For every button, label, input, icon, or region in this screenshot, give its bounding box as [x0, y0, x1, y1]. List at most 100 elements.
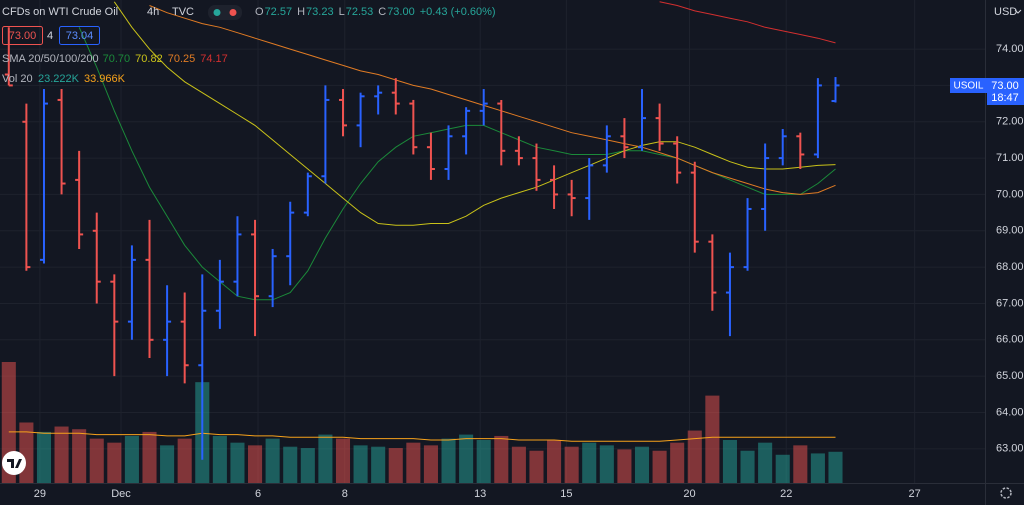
symbol: CFDs on WTI Crude Oil: [2, 6, 118, 18]
volume-bar: [652, 450, 667, 483]
vol-ma-value: 33.966K: [84, 73, 126, 85]
spread: 4: [47, 30, 53, 42]
ohlc-label: H: [297, 6, 305, 18]
x-tick-label: 13: [474, 488, 486, 500]
vol-value: 23.222K: [38, 73, 80, 85]
volume-bar: [459, 434, 474, 483]
y-tick-label: 74.00: [996, 43, 1024, 55]
volume-bar: [599, 445, 614, 483]
interval: 4h: [147, 6, 159, 18]
ohlc-legend: O 72.57 H 73.23 L 72.53 C 73.00 +0.43 (+0.60%): [255, 6, 496, 18]
status-icons[interactable]: [208, 5, 242, 20]
volume-bar: [758, 442, 773, 483]
y-tick-label: 65.00: [996, 370, 1024, 382]
ohlc-label: L: [339, 6, 345, 18]
volume-bar: [529, 450, 544, 483]
volume-bar: [582, 442, 597, 483]
x-tick-label: 29: [34, 488, 46, 500]
volume-bar: [283, 446, 298, 483]
countdown: 18:47: [991, 92, 1019, 104]
y-tick-label: 70.00: [996, 188, 1024, 200]
volume-bar: [72, 429, 87, 483]
change: +0.43 (+0.60%): [420, 6, 496, 18]
grid: [0, 0, 985, 483]
volume-bar: [36, 431, 52, 483]
volume-pane: [1, 362, 843, 483]
volume-bar: [722, 439, 737, 483]
volume-bar: [423, 445, 438, 483]
ohlc-value: 73.00: [387, 6, 415, 18]
currency[interactable]: USD: [994, 6, 1017, 18]
volume-bar: [617, 449, 632, 483]
sma-value: 70.25: [168, 53, 196, 65]
sma-value: 74.17: [200, 53, 228, 65]
sma-value: 70.70: [103, 53, 131, 65]
volume-bar: [265, 438, 280, 483]
volume-bar: [124, 435, 139, 483]
volume-bar: [248, 445, 263, 483]
currency-caret: [1014, 9, 1022, 14]
y-tick-label: 67.00: [996, 297, 1024, 309]
volume-bar: [775, 454, 790, 483]
sma-value: 70.82: [135, 53, 163, 65]
vol-label: Vol 20: [2, 73, 33, 85]
x-tick-label: 22: [780, 488, 792, 500]
volume-bar: [634, 446, 650, 483]
buy-price: 73.04: [66, 30, 94, 42]
y-tick-label: 71.00: [996, 152, 1024, 164]
y-tick-label: 66.00: [996, 334, 1024, 346]
y-tick-label: 64.00: [996, 406, 1024, 418]
volume-bar: [476, 439, 491, 483]
x-tick-label: 27: [909, 488, 921, 500]
volume-bar: [740, 450, 755, 483]
volume-bar: [828, 451, 843, 483]
y-tick-label: 69.00: [996, 225, 1024, 237]
volume-bar: [300, 448, 315, 483]
volume-bar: [353, 445, 368, 483]
volume-bar: [705, 395, 720, 483]
volume-bar: [230, 442, 245, 483]
sell-button[interactable]: [2, 26, 43, 45]
sma-label: SMA 20/50/100/200: [2, 53, 99, 65]
status-dot: [229, 9, 237, 16]
ohlc-label: O: [255, 6, 264, 18]
x-tick-label: 15: [560, 488, 572, 500]
sma-legend: 70.70 70.82 70.25 74.17: [103, 53, 228, 65]
volume-bar: [177, 438, 192, 483]
volume-bar: [212, 435, 227, 483]
ticker-tag: [950, 78, 987, 93]
volume-bar: [564, 446, 579, 483]
status-dot: [213, 9, 221, 16]
volume-bar: [547, 439, 562, 483]
volume-bar: [388, 448, 403, 483]
sma-line: [659, 1, 836, 44]
sma-lines: [78, 1, 836, 301]
volume-bar: [335, 438, 351, 483]
x-tick-label: 8: [342, 488, 348, 500]
ohlc-value: 72.53: [346, 6, 374, 18]
buy-button[interactable]: [59, 26, 100, 45]
sma-line: [113, 1, 836, 226]
volume-bar: [160, 445, 175, 483]
y-tick-label: 68.00: [996, 261, 1024, 273]
volume-bar: [371, 446, 386, 483]
ticker: USOIL: [953, 81, 983, 92]
volume-bar: [670, 442, 685, 483]
y-tick-label: 72.00: [996, 116, 1024, 128]
volume-ma-line: [8, 431, 836, 442]
settings-icon[interactable]: [1000, 487, 1012, 499]
volume-bar: [142, 431, 157, 483]
volume-bar: [54, 426, 69, 483]
ohlc-label: C: [378, 6, 386, 18]
x-tick-label: 20: [683, 488, 695, 500]
volume-bar: [441, 438, 456, 483]
volume-bar: [107, 442, 122, 483]
logo-mark: [7, 459, 22, 468]
x-tick-label: 6: [255, 488, 261, 500]
volume-bar: [406, 442, 421, 483]
volume-bar: [318, 434, 333, 483]
volume-bar: [494, 435, 509, 483]
